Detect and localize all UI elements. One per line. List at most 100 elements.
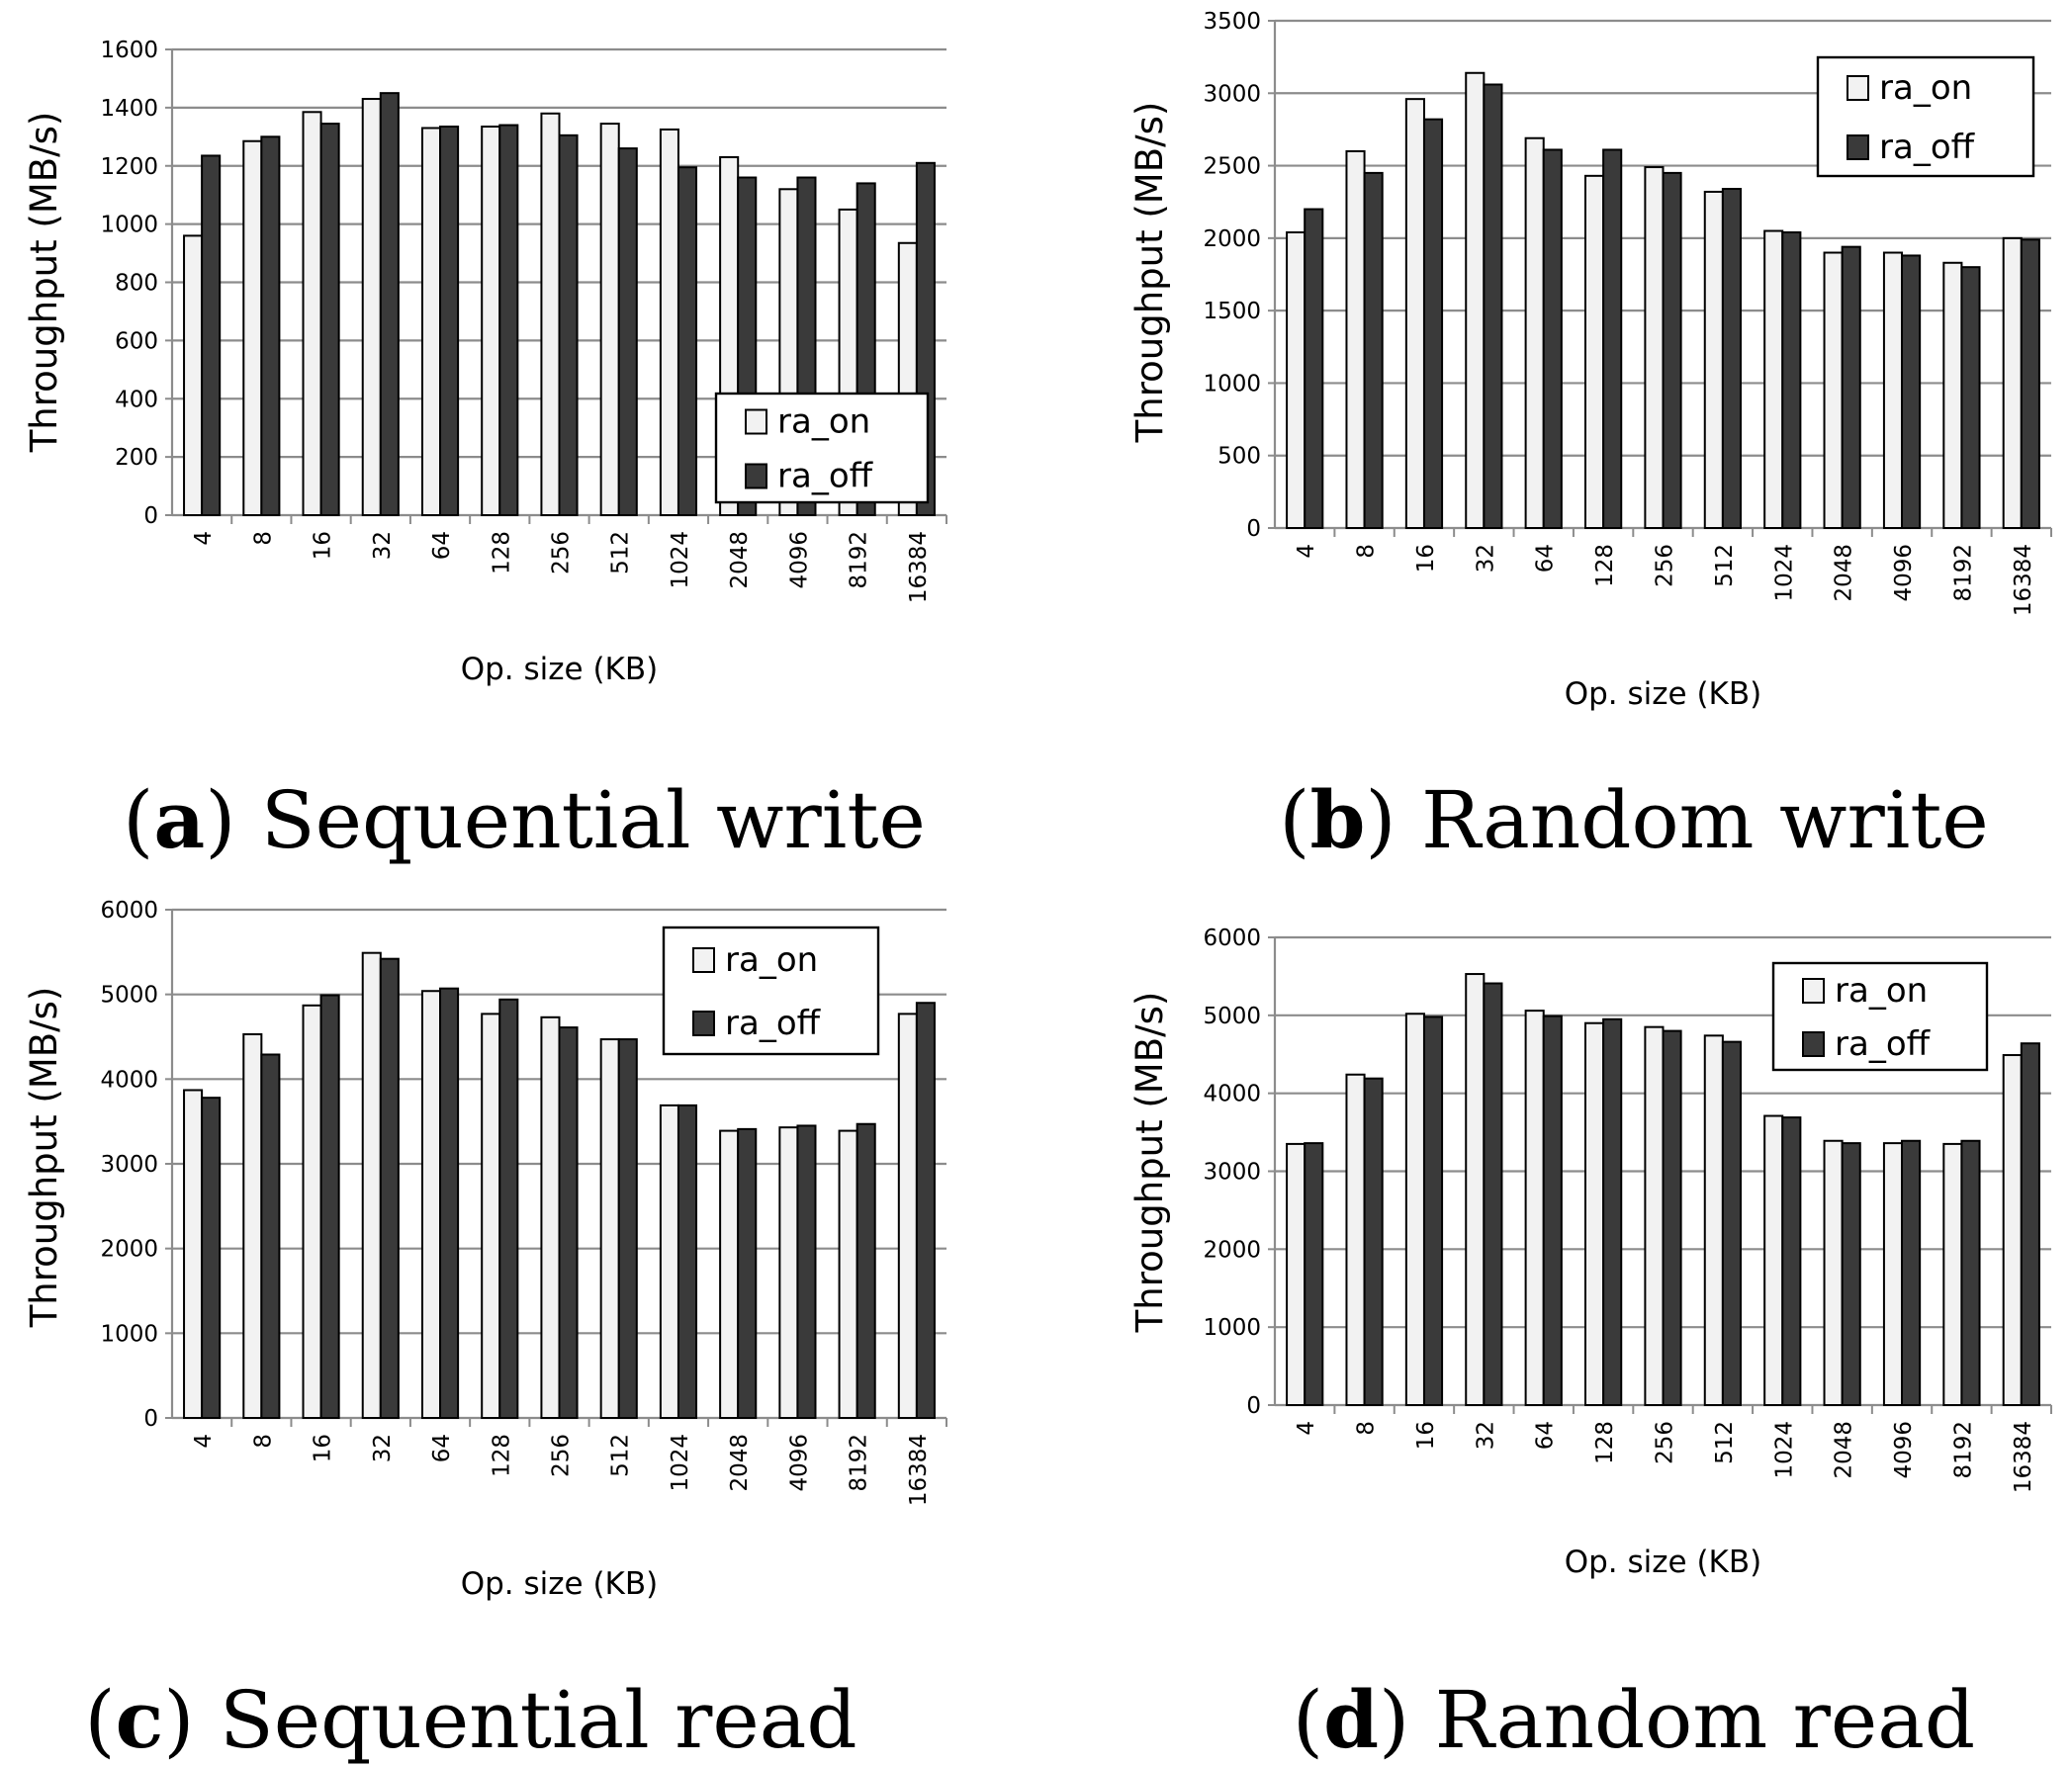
x-axis-title: Op. size (KB) xyxy=(461,1566,659,1602)
y-tick-label: 0 xyxy=(143,503,158,529)
bar-ra_on-4096 xyxy=(1882,1142,1904,1406)
caption-close-paren: ) xyxy=(205,774,261,866)
bar-ra_off-16 xyxy=(1422,1015,1444,1407)
caption-text: Sequential read xyxy=(220,1674,857,1766)
bar-ra_off-512 xyxy=(617,1038,638,1419)
x-tick-label: 256 xyxy=(1653,1421,1678,1464)
x-tick-label: 8 xyxy=(250,531,276,546)
legend-swatch-ra_off xyxy=(692,1011,715,1036)
bar-ra_off-16384 xyxy=(2020,1042,2040,1407)
caption-text: Random write xyxy=(1421,774,1989,866)
bar-ra_on-32 xyxy=(361,951,382,1419)
x-tick-label: 4096 xyxy=(1891,544,1917,602)
bar-ra_off-64 xyxy=(439,126,460,516)
panel-caption: (c) Sequential read xyxy=(84,1673,856,1766)
bar-ra_off-512 xyxy=(1721,188,1743,529)
bar-ra_off-4 xyxy=(201,1097,222,1420)
bar-ra_off-4 xyxy=(1304,1142,1324,1406)
x-tick-label: 2048 xyxy=(1832,544,1857,602)
caption-letter: c xyxy=(116,1673,164,1766)
x-tick-label: 8 xyxy=(1354,544,1380,559)
y-tick-label: 1000 xyxy=(100,213,158,238)
bar-ra_on-128 xyxy=(1584,1021,1605,1406)
bar-ra_on-64 xyxy=(420,127,442,516)
x-tick-label: 128 xyxy=(1592,544,1618,587)
panel-caption: (b) Random write xyxy=(1279,773,1989,866)
bar-ra_off-32 xyxy=(379,92,400,516)
bar-ra_off-512 xyxy=(617,147,638,516)
legend: ra_on ra_off xyxy=(714,392,930,504)
y-tick-label: 3000 xyxy=(1203,81,1261,107)
y-tick-label: 1000 xyxy=(100,1321,158,1347)
bar-ra_off-8 xyxy=(260,1053,281,1419)
chart-panel-a: 0 200 400 600 800 1000 1200 1400 1600 4 8 16 32 64 128… xyxy=(23,38,947,866)
bar-ra_on-8192 xyxy=(838,1129,858,1419)
legend-swatch-ra_off xyxy=(1847,134,1869,160)
x-tick-label: 8192 xyxy=(1950,544,1976,602)
bar-ra_on-2048 xyxy=(1823,251,1844,529)
bar-ra_on-64 xyxy=(1524,136,1545,529)
bar-ra_on-1024 xyxy=(659,128,679,516)
bar-ra_on-16 xyxy=(1404,1013,1425,1407)
x-axis-title: Op. size (KB) xyxy=(1565,676,1762,712)
x-tick-label: 64 xyxy=(1533,544,1559,573)
x-tick-label: 4096 xyxy=(786,531,812,589)
x-tick-label: 16 xyxy=(1413,544,1439,573)
legend-label-ra_on: ra_on xyxy=(725,940,818,980)
y-tick-label: 3000 xyxy=(100,1152,158,1178)
bar-ra_off-2048 xyxy=(1841,245,1861,529)
bar-ra_off-64 xyxy=(439,987,460,1419)
x-tick-label: 16 xyxy=(311,1434,336,1462)
legend-swatch-ra_on xyxy=(1802,978,1825,1004)
y-tick-label: 5000 xyxy=(1203,1004,1261,1029)
bar-ra_off-64 xyxy=(1542,1015,1563,1407)
bar-ra_off-2048 xyxy=(737,1127,758,1420)
x-tick-label: 256 xyxy=(1653,544,1678,587)
y-tick-label: 1400 xyxy=(100,96,158,122)
y-tick-label: 2000 xyxy=(1203,226,1261,252)
caption-open-paren: ( xyxy=(1293,1674,1323,1766)
bar-ra_off-16 xyxy=(319,994,340,1419)
bar-ra_on-8 xyxy=(1345,149,1366,530)
x-tick-label: 256 xyxy=(549,531,575,574)
x-tick-label: 4 xyxy=(1294,544,1319,559)
caption-open-paren: ( xyxy=(123,774,153,866)
legend: ra_on ra_off xyxy=(1771,961,1989,1072)
bar-ra_on-256 xyxy=(540,112,561,516)
bar-ra_on-4 xyxy=(183,234,204,516)
x-tick-label: 128 xyxy=(489,1434,514,1477)
legend-swatch-ra_off xyxy=(1802,1031,1825,1057)
bar-ra_on-1024 xyxy=(1763,229,1784,529)
bar-ra_off-4096 xyxy=(796,1124,817,1419)
bar-ra_on-4 xyxy=(1286,1142,1306,1406)
y-tick-label: 3000 xyxy=(1203,1160,1261,1186)
bar-ra_off-1024 xyxy=(676,166,698,517)
y-tick-label: 1500 xyxy=(1203,299,1261,324)
x-tick-label: 64 xyxy=(429,1434,455,1462)
y-tick-label: 0 xyxy=(1246,1393,1261,1419)
x-tick-label: 4096 xyxy=(786,1434,812,1492)
bar-ra_on-32 xyxy=(361,98,382,516)
x-tick-label: 32 xyxy=(370,1434,396,1462)
y-tick-label: 0 xyxy=(1246,516,1261,542)
bar-ra_on-8 xyxy=(242,139,263,516)
bar-ra_off-64 xyxy=(1542,148,1563,529)
legend-swatch-ra_on xyxy=(745,408,767,435)
y-tick-label: 500 xyxy=(1217,444,1261,470)
x-axis-title: Op. size (KB) xyxy=(461,652,659,687)
x-tick-label: 512 xyxy=(608,1434,634,1477)
x-tick-label: 512 xyxy=(1712,544,1738,587)
x-tick-label: 2048 xyxy=(727,531,753,589)
bar-ra_off-32 xyxy=(1483,982,1503,1406)
caption-text: Random read xyxy=(1435,1674,1975,1766)
bar-ra_on-512 xyxy=(1703,1034,1724,1406)
bar-ra_on-16 xyxy=(302,1004,322,1419)
bar-ra_on-256 xyxy=(540,1015,561,1419)
x-tick-label: 1024 xyxy=(668,531,693,589)
x-tick-label: 32 xyxy=(370,531,396,560)
x-tick-label: 512 xyxy=(1712,1421,1738,1464)
y-tick-label: 4000 xyxy=(1203,1082,1261,1107)
y-tick-label: 200 xyxy=(115,445,158,471)
bar-ra_off-8 xyxy=(1363,171,1384,529)
